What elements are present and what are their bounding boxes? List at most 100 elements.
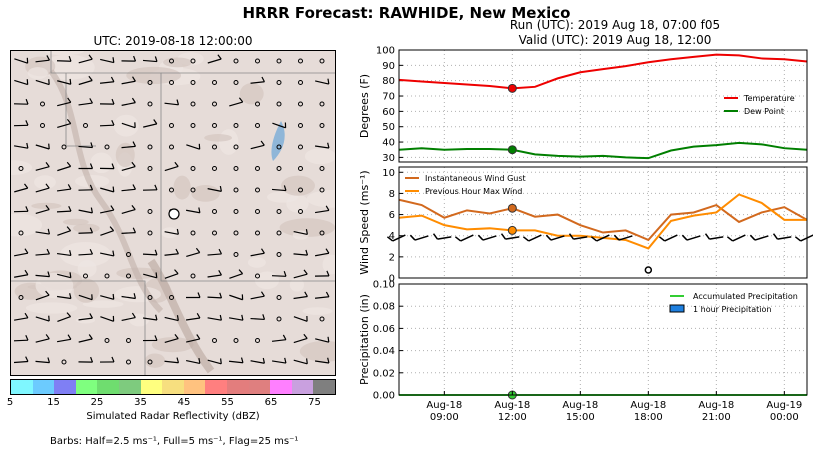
- wind-barb: [121, 184, 136, 192]
- wind-barb: [78, 142, 94, 149]
- wind-barb-calm: [298, 209, 303, 214]
- wind-barb: [314, 291, 330, 299]
- radar-map: [10, 50, 336, 376]
- wind-barb: [613, 234, 633, 241]
- run-title-line: Run (UTC): 2019 Aug 18, 07:00 f05: [509, 18, 721, 32]
- series-line: [398, 53, 808, 90]
- wind-barb: [207, 270, 222, 278]
- wind-barb-calm: [319, 123, 325, 128]
- wind-barb: [164, 248, 179, 256]
- y-tick-label: 0.10: [373, 280, 395, 291]
- wind-barb: [13, 356, 29, 364]
- wind-barb: [78, 227, 94, 234]
- x-tick-label: Aug-18: [698, 400, 734, 411]
- x-tick-label: 15:00: [566, 412, 595, 423]
- terrain-shade: [204, 134, 233, 142]
- plot-frame: [398, 166, 808, 279]
- y-tick-label: 0.08: [373, 302, 395, 313]
- wind-barb-calm: [298, 166, 303, 171]
- terrain-shade: [302, 307, 333, 315]
- wind-barb: [35, 228, 50, 235]
- wind-barb: [314, 142, 330, 149]
- wind-barb-calm: [40, 101, 45, 107]
- wind-barb-calm: [298, 80, 303, 85]
- wind-barb: [681, 234, 701, 241]
- colorbar-swatch: [118, 380, 141, 394]
- terrain-shade: [11, 160, 33, 175]
- colorbar-swatch: [270, 380, 292, 394]
- wind-barb: [100, 205, 115, 214]
- colorbar-swatch: [183, 380, 206, 394]
- wind-barb-calm: [147, 80, 153, 85]
- legend-label: Previous Hour Max Wind: [425, 187, 522, 196]
- plot-area: [399, 50, 807, 162]
- map-canvas: [11, 51, 335, 375]
- terrain-shade: [62, 218, 89, 226]
- wind-barb-calm: [61, 144, 67, 150]
- series-marker: [507, 83, 517, 93]
- wind-barb: [186, 247, 201, 258]
- wind-barb: [207, 248, 223, 256]
- wind-barb-calm: [319, 166, 325, 171]
- x-tick-label: 09:00: [430, 412, 459, 423]
- wind-barb: [35, 204, 50, 214]
- colorbar-swatch: [97, 380, 119, 394]
- wind-barb: [78, 75, 93, 86]
- wind-barb: [293, 315, 308, 322]
- wind-barb-calm: [276, 166, 282, 171]
- wind-barb-calm: [233, 338, 239, 343]
- wind-barb: [121, 293, 137, 300]
- colorbar-swatch: [205, 380, 227, 394]
- series-marker: [507, 145, 517, 155]
- wind-barb: [164, 315, 179, 322]
- y-tick-label: 60: [382, 107, 395, 118]
- wind-barb-calm: [190, 273, 196, 279]
- wind-barb: [35, 79, 50, 86]
- wind-barb: [293, 333, 308, 344]
- wind-barb-calm: [126, 338, 131, 343]
- wind-barb: [271, 334, 287, 342]
- terrain-shade: [126, 66, 182, 84]
- terrain-shade: [115, 142, 135, 168]
- wind-barb-calm: [233, 230, 239, 236]
- y-tick-label: 0.02: [373, 368, 395, 379]
- wind-barb: [142, 249, 158, 256]
- wind-barb-calm: [190, 80, 196, 85]
- y-axis-label: Precipitation (in): [358, 294, 371, 385]
- wind-barb: [164, 228, 179, 235]
- wind-barb-calm: [212, 144, 217, 150]
- wind-barb: [207, 292, 223, 299]
- wind-barb: [186, 207, 201, 214]
- wind-barb: [78, 294, 93, 301]
- wind-barb: [293, 249, 309, 256]
- terrain-shade: [82, 300, 124, 308]
- wind-barb: [207, 54, 222, 64]
- x-tick-label: 12:00: [498, 412, 527, 423]
- wind-barb: [164, 333, 179, 343]
- wind-barb: [315, 336, 330, 343]
- wind-barb-calm: [212, 80, 217, 85]
- wind-barb: [14, 57, 29, 64]
- plot-area: [399, 167, 807, 278]
- wind-barb: [186, 143, 201, 150]
- terrain-shade: [292, 230, 309, 240]
- wind-barb: [35, 183, 50, 193]
- wind-barb: [35, 315, 50, 322]
- wind-barb: [35, 55, 50, 63]
- wind-barb: [56, 184, 72, 192]
- colorbar-tick-label: 15: [47, 397, 60, 408]
- wind-barb-calm: [276, 209, 282, 214]
- colorbar-tick-label: 55: [221, 397, 234, 408]
- colorbar-tick-label: 5: [6, 397, 14, 408]
- wind-barb: [500, 233, 520, 240]
- terrain-shade: [11, 213, 43, 237]
- wind-barb-calm: [190, 58, 196, 64]
- wind-barb-calm: [319, 187, 325, 193]
- wind-barb: [35, 162, 50, 171]
- wind-barb: [271, 271, 287, 277]
- wind-barb: [78, 184, 94, 191]
- wind-barb: [99, 76, 115, 84]
- wind-barb: [35, 248, 51, 256]
- wind-barb-calm: [255, 166, 260, 171]
